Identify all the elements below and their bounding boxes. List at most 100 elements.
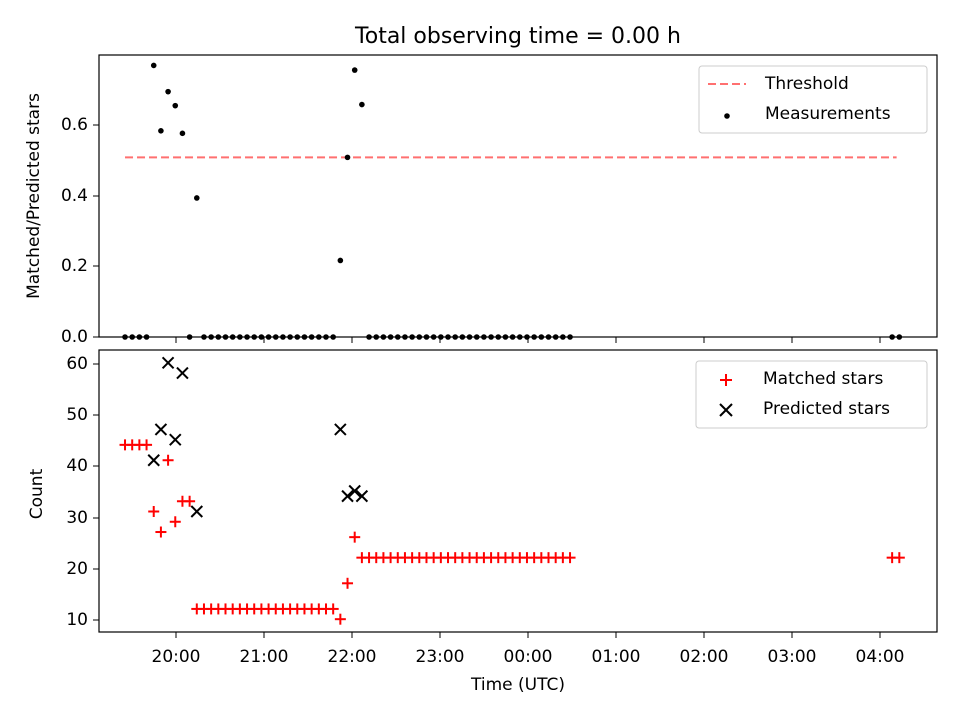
legend-measurements-swatch	[724, 113, 730, 119]
xtick-label: 22:00	[328, 647, 377, 667]
measurement-point	[538, 334, 545, 340]
measurement-point	[531, 334, 537, 340]
bottom-y-ticks: 10 20 30 40 50 60	[66, 354, 99, 630]
bottom-axes-frame	[98, 349, 938, 633]
matched-star-point	[349, 531, 361, 543]
bottom-ytick-label: 50	[66, 405, 88, 425]
predicted-star-point	[154, 423, 168, 436]
bottom-ytick-label: 20	[66, 559, 88, 579]
measurement-point	[251, 334, 258, 340]
matched-star-point	[564, 552, 576, 564]
measurement-point	[150, 62, 157, 69]
measurement-point	[272, 334, 279, 340]
measurement-point	[560, 334, 566, 340]
bottom-panel: 10 20 30 40 50 60 20:00 21:00 22:00 23:0…	[27, 349, 938, 695]
bottom-ytick-label: 60	[66, 354, 88, 374]
xtick-label: 21:00	[240, 647, 289, 667]
bottom-ytick-label: 30	[66, 508, 88, 528]
xtick-label: 02:00	[680, 647, 729, 667]
xtick-label: 03:00	[768, 647, 817, 667]
measurement-point	[466, 334, 473, 340]
measurement-point	[509, 334, 516, 340]
measurement-point	[158, 127, 164, 134]
matched-star-point	[342, 577, 354, 589]
bottom-plot-marks	[119, 356, 905, 625]
measurement-point	[201, 334, 207, 340]
measurement-point	[896, 334, 903, 340]
top-ytick-label: 0.0	[61, 327, 88, 347]
measurement-point	[344, 154, 351, 161]
measurement-point	[208, 334, 214, 340]
legend-matched-label: Matched stars	[763, 369, 883, 389]
bottom-x-ticks: 20:00 21:00 22:00 23:00 00:00 01:00 02:0…	[152, 632, 905, 667]
measurement-point	[545, 334, 552, 340]
measurement-point	[502, 334, 509, 340]
measurement-point	[481, 334, 487, 340]
bottom-ytick-label: 10	[66, 610, 88, 630]
measurement-point	[402, 334, 408, 340]
legend-matched-swatch	[720, 374, 732, 386]
predicted-star-point	[161, 356, 175, 370]
x-axis-label: Time (UTC)	[470, 675, 565, 695]
measurement-point	[222, 334, 229, 340]
bottom-ylabel: Count	[27, 468, 47, 519]
measurement-point	[373, 334, 380, 340]
measurement-point	[193, 195, 200, 201]
predicted-star-point	[341, 489, 354, 503]
measurement-point	[438, 334, 444, 340]
xtick-label: 01:00	[592, 647, 641, 667]
measurement-point	[524, 334, 530, 340]
top-ytick-label: 0.4	[61, 186, 88, 206]
predicted-star-point	[176, 366, 189, 380]
legend-threshold-label: Threshold	[764, 74, 849, 94]
bottom-ytick-label: 40	[66, 456, 88, 476]
predicted-star-point	[355, 489, 369, 503]
top-ytick-label: 0.2	[61, 256, 88, 276]
measurement-point	[122, 334, 128, 340]
measurement-point	[165, 88, 171, 95]
top-plot-marks	[122, 62, 903, 340]
measurement-point	[330, 334, 336, 340]
measurement-point	[215, 334, 222, 340]
top-panel: 0.0 0.2 0.4 0.6 Matched/Predicted stars …	[24, 54, 938, 347]
chart-title: Total observing time = 0.00 h	[354, 24, 681, 49]
measurement-point	[394, 334, 401, 340]
measurement-point	[172, 102, 179, 109]
top-ylabel: Matched/Predicted stars	[24, 93, 44, 299]
measurement-point	[380, 334, 387, 340]
measurement-point	[316, 334, 322, 340]
measurement-point	[244, 334, 250, 340]
measurement-point	[265, 334, 272, 340]
top-y-ticks: 0.0 0.2 0.4 0.6	[61, 115, 99, 347]
measurement-point	[889, 334, 895, 340]
predicted-star-point	[334, 423, 347, 436]
legend-measurements-label: Measurements	[765, 104, 891, 124]
matched-star-point	[893, 552, 905, 564]
measurement-point	[258, 334, 265, 340]
measurement-point	[473, 334, 480, 340]
bottom-legend: Matched stars Predicted stars	[695, 360, 928, 429]
measurement-point	[237, 334, 243, 340]
measurement-point	[323, 334, 329, 340]
measurement-point	[488, 334, 494, 340]
measurement-point	[445, 334, 451, 340]
measurement-point	[567, 334, 573, 340]
measurement-point	[280, 334, 286, 340]
matched-star-point	[327, 603, 339, 615]
top-legend-box	[698, 65, 928, 134]
legend-predicted-label: Predicted stars	[763, 399, 890, 419]
matched-star-point	[334, 613, 346, 625]
matched-star-point	[184, 495, 196, 507]
measurement-point	[337, 257, 344, 264]
matched-star-point	[169, 516, 181, 528]
measurement-point	[359, 101, 365, 108]
measurement-point	[186, 334, 193, 340]
measurement-point	[552, 334, 559, 340]
predicted-star-point	[169, 433, 182, 446]
measurement-point	[423, 334, 430, 340]
measurement-point	[351, 67, 358, 73]
xtick-label: 04:00	[856, 647, 905, 667]
measurement-point	[495, 334, 502, 340]
matched-star-point	[148, 506, 160, 518]
